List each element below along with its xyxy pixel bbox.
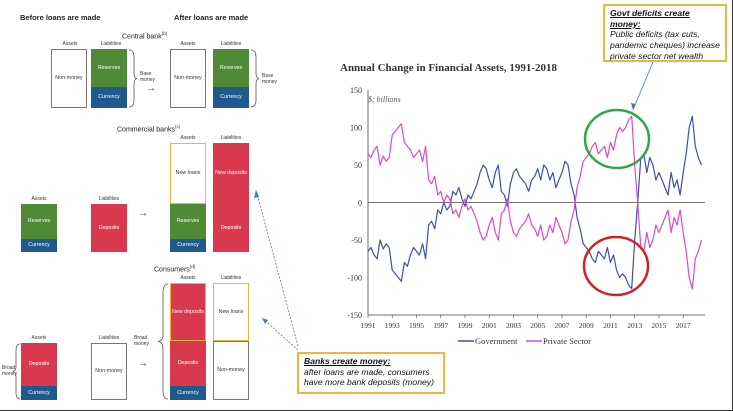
cons-before-deposits: Deposits <box>21 343 57 386</box>
central-bank-title: Central bank(b) <box>122 31 168 41</box>
banks-callout-arrowhead-2 <box>262 318 268 324</box>
cb-after-currency: Currency <box>213 87 249 108</box>
cons-before-liabilities-label: Liabilities <box>98 335 120 341</box>
x-tick-label: 1997 <box>433 321 448 330</box>
cb-before-assets-label: Assets <box>62 41 78 47</box>
cons-after-currency: Currency <box>170 386 206 400</box>
cons-after-brace <box>157 283 169 400</box>
cb-after-non-money: Non-money <box>170 49 206 108</box>
series-lines <box>367 115 702 290</box>
after-loans-header: After loans are made <box>174 13 249 22</box>
green-circle-highlight <box>583 108 651 170</box>
x-tick-label: 2015 <box>651 321 666 330</box>
banks-callout-arrow-2 <box>261 317 299 351</box>
x-tick-label: 2003 <box>506 321 521 330</box>
govt-callout-arrow <box>632 61 654 111</box>
x-axis: 1991 1993 1995 1997 1999 2001 2003 2005 2007 2009… <box>361 202 705 330</box>
cb-after-liabilities-label: Liabilities <box>220 41 242 47</box>
cons-before-currency: Currency <box>21 386 57 400</box>
bank-arrow: → <box>138 208 148 219</box>
chart-subtitle: $; billions <box>368 95 401 104</box>
cb-base-money-label-a: Base money <box>140 71 156 83</box>
banks-callout-arrow-1 <box>255 189 299 347</box>
banks-callout-title: Banks create money: <box>304 356 391 366</box>
x-tick-label: 2007 <box>554 321 569 330</box>
govt-callout-title: Govt deficits create money: <box>610 8 690 29</box>
government-line <box>367 115 702 290</box>
y-tick-label: 100 <box>350 124 362 133</box>
cb-before-non-money: Non-money <box>51 49 87 108</box>
cb-before-reserves: Reserves <box>91 49 127 87</box>
cb-before-liabilities-label: Liabilities <box>100 41 122 47</box>
bank-after-currency: Currency <box>170 239 206 252</box>
bank-new-deposits: New deposits <box>213 143 249 204</box>
cb-base-money-label-b: Base money <box>262 73 278 85</box>
consumers-title: Consumers(d) <box>154 264 196 274</box>
cb-after-brace <box>250 49 260 108</box>
cons-after-assets-label: Assets <box>180 275 196 281</box>
bank-before-currency: Currency <box>21 239 57 252</box>
legend-private-sector-label: Private Sector <box>543 336 591 346</box>
red-circle-highlight <box>582 235 650 297</box>
y-tick-label: 150 <box>350 86 362 95</box>
legend: Government Private Sector <box>458 336 591 346</box>
cons-before-non-money: Non-money <box>91 343 127 400</box>
x-tick-label: 2013 <box>627 321 642 330</box>
cons-new-deposits: New deposits <box>170 283 206 341</box>
x-tick-label: 2001 <box>482 321 497 330</box>
cons-new-loans: New loans <box>213 283 249 341</box>
cons-before-assets-label: Assets <box>31 335 47 341</box>
private-sector-line <box>367 115 702 290</box>
y-tick-label: -150 <box>347 311 362 320</box>
cb-before-brace <box>128 49 138 108</box>
banks-create-money-callout: Banks create money: after loans are made… <box>297 352 445 394</box>
cb-before-currency: Currency <box>91 87 127 108</box>
y-tick-label: -50 <box>351 236 362 245</box>
bank-before-assets-label: Assets <box>31 196 47 202</box>
chart-title: Annual Change in Financial Assets, 1991-… <box>340 62 557 74</box>
bank-new-loans: New loans <box>170 143 206 204</box>
cb-arrow: → <box>146 83 156 94</box>
x-tick-label: 1991 <box>361 321 376 330</box>
bank-after-deposits: Deposits <box>213 204 249 252</box>
x-tick-label: 2011 <box>603 321 618 330</box>
cons-after-non-money: Non-money <box>213 341 249 400</box>
y-tick-label: -100 <box>347 274 362 283</box>
bank-before-deposits: Deposits <box>91 204 127 252</box>
before-loans-header: Before loans are made <box>20 13 101 22</box>
govt-callout-arrowhead <box>631 103 636 110</box>
commercial-banks-title: Commercial banks(c) <box>117 124 181 134</box>
govt-callout-body: Public deficits (tax cuts, pandemic cheq… <box>610 29 720 61</box>
legend-government-label: Government <box>475 336 518 346</box>
financial-assets-chart: Annual Change in Financial Assets, 1991-… <box>340 62 705 346</box>
y-tick-label: 0 <box>358 199 362 208</box>
cons-before-brace <box>12 343 21 400</box>
x-tick-label: 2005 <box>530 321 545 330</box>
cons-arrow: → <box>138 358 148 369</box>
x-tick-label: 1995 <box>409 321 424 330</box>
bank-before-reserves: Reserves <box>21 204 57 239</box>
govt-deficits-callout: Govt deficits create money: Public defic… <box>603 4 727 62</box>
x-tick-label: 1993 <box>385 321 400 330</box>
cons-broad-money-label-b: Broad money <box>134 335 150 347</box>
bank-after-liabilities-label: Liabilities <box>220 135 242 141</box>
x-tick-label: 2017 <box>676 321 691 330</box>
y-tick-label: 50 <box>354 161 362 170</box>
x-tick-label: 1999 <box>457 321 472 330</box>
cb-after-assets-label: Assets <box>180 41 196 47</box>
cons-broad-money-label-a: Broad money <box>2 365 18 377</box>
bank-after-assets-label: Assets <box>180 135 196 141</box>
x-tick-label: 2009 <box>579 321 594 330</box>
bank-before-liabilities-label: Liabilities <box>98 196 120 202</box>
bank-after-reserves: Reserves <box>170 204 206 239</box>
banks-callout-body: after loans are made, consumers have mor… <box>304 366 434 388</box>
cons-after-deposits: Deposits <box>170 341 206 386</box>
cb-after-reserves: Reserves <box>213 49 249 87</box>
banks-callout-arrowhead-1 <box>254 190 259 198</box>
cons-after-liabilities-label: Liabilities <box>220 275 242 281</box>
